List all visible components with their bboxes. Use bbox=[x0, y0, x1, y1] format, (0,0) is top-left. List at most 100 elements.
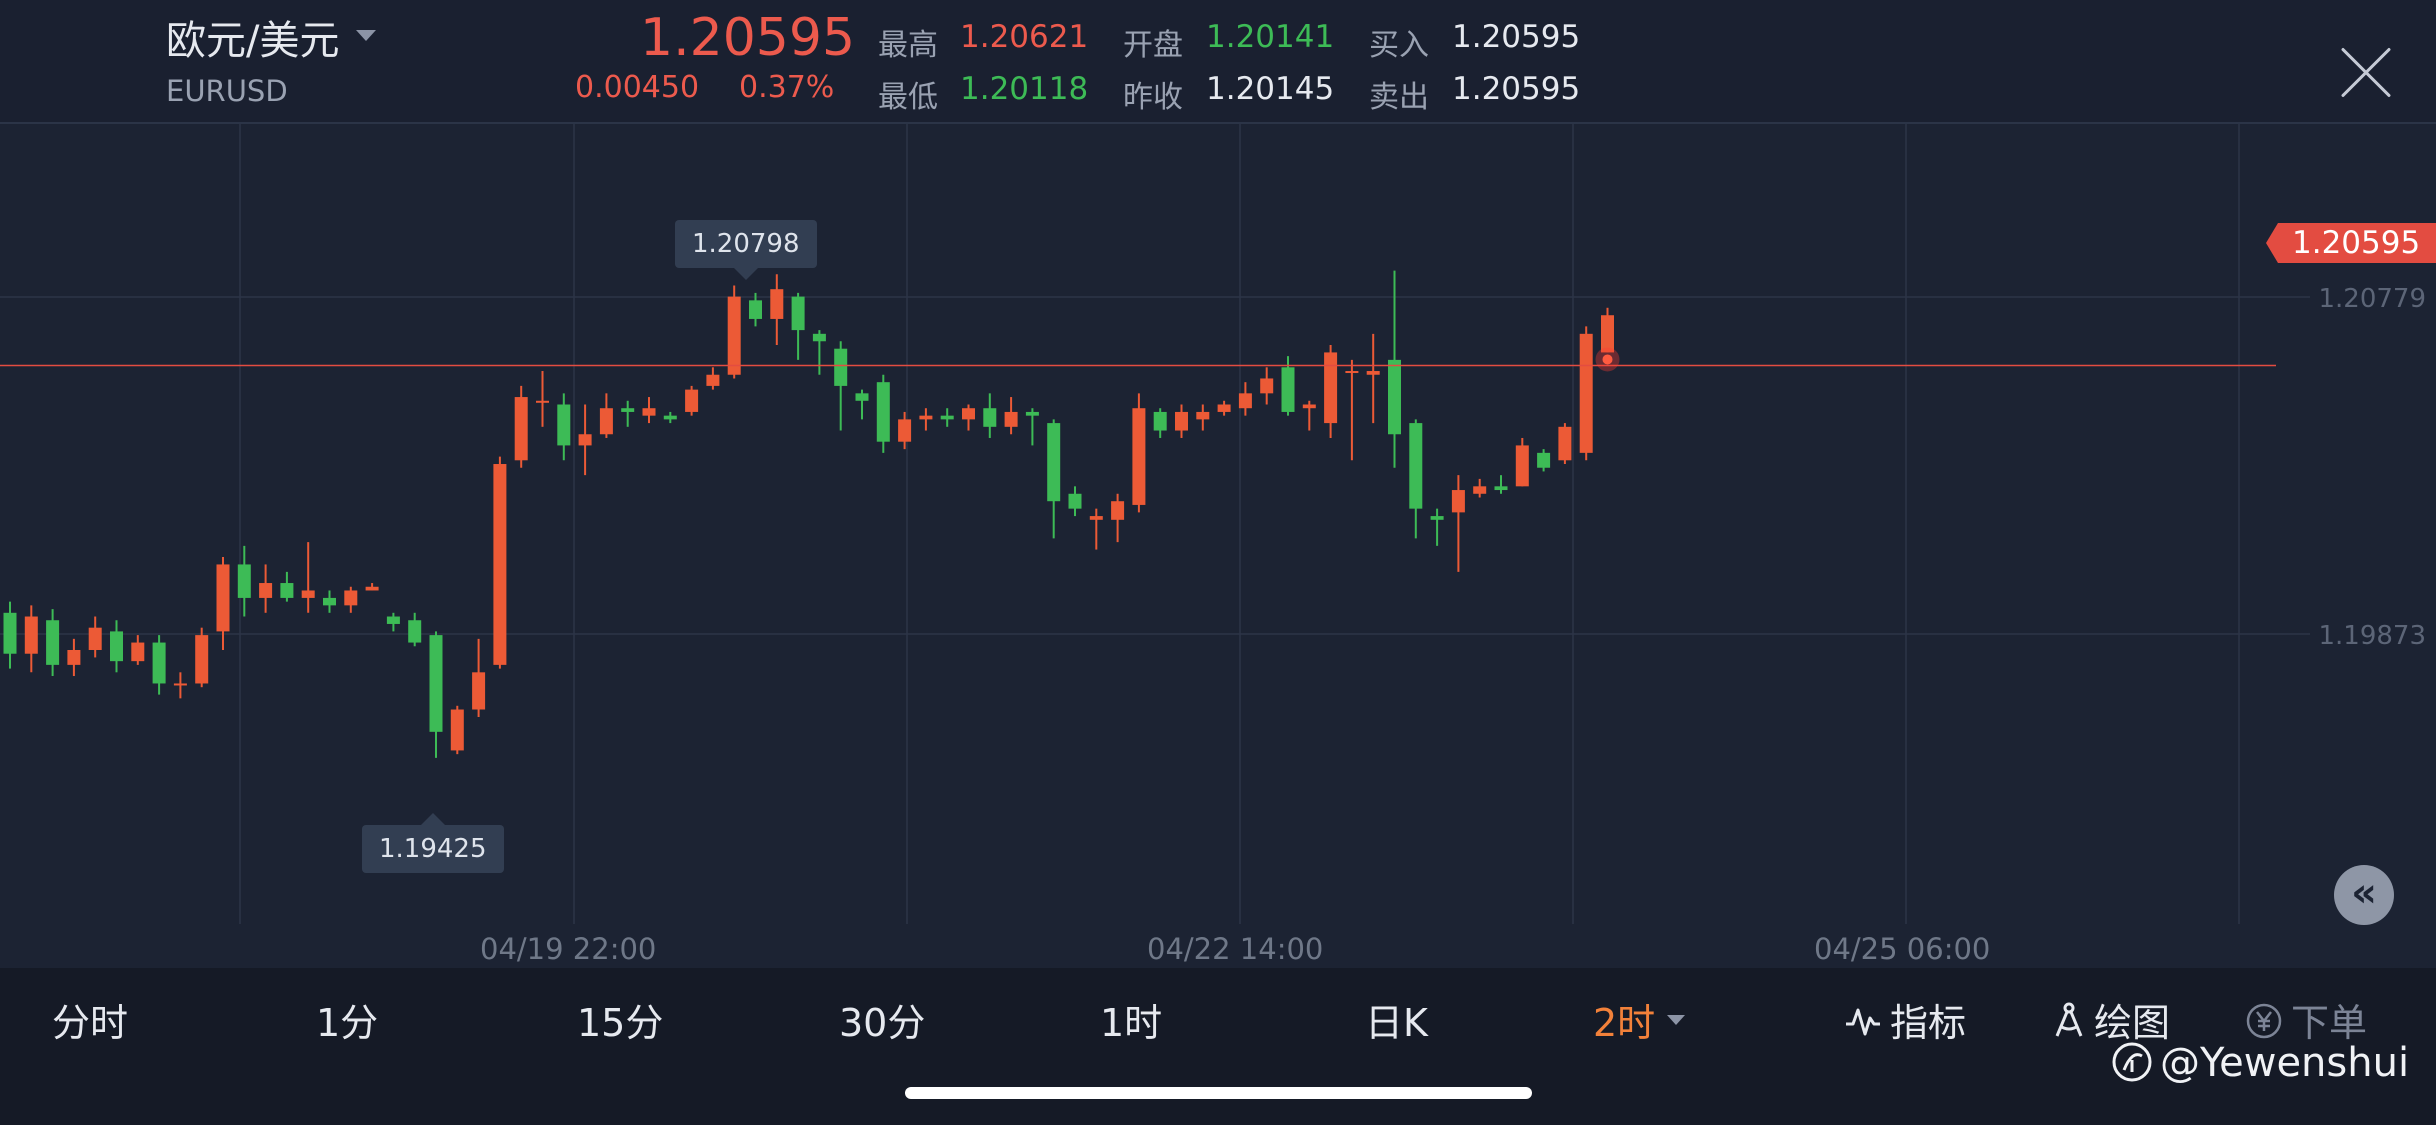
interval-dropdown-icon[interactable] bbox=[1667, 1015, 1685, 1025]
draw-button[interactable]: 绘图 bbox=[2052, 992, 2170, 1047]
candle-body bbox=[1068, 493, 1082, 509]
price-axis-label: 1.20779 bbox=[2318, 284, 2426, 314]
quote-value-prev-close: 1.20145 bbox=[1206, 71, 1335, 107]
order-label: 下单 bbox=[2291, 1001, 2368, 1045]
low-price-callout: 1.19425 bbox=[362, 813, 504, 873]
candle-body bbox=[1345, 371, 1359, 374]
candle-body bbox=[46, 620, 60, 665]
last-price-dot bbox=[1602, 354, 1613, 365]
candle-body bbox=[834, 348, 848, 386]
symbol-dropdown-icon[interactable] bbox=[356, 30, 376, 41]
candle-body bbox=[514, 397, 528, 461]
quote-value-bid: 1.20595 bbox=[1452, 19, 1581, 55]
candle-body bbox=[1217, 404, 1231, 412]
candle-body bbox=[1324, 352, 1338, 424]
candle-body bbox=[1260, 378, 1274, 394]
candle-body bbox=[3, 612, 17, 654]
candle-body bbox=[1025, 411, 1039, 416]
candle-body bbox=[386, 616, 400, 624]
tab-15min[interactable]: 15分 bbox=[577, 1001, 664, 1045]
candle-body bbox=[88, 627, 102, 650]
candle-body bbox=[1494, 486, 1508, 491]
home-indicator bbox=[905, 1087, 1532, 1099]
symbol-name[interactable]: 欧元/美元 bbox=[166, 18, 340, 64]
price-change-percent: 0.37% bbox=[739, 70, 835, 105]
candle-body bbox=[280, 583, 294, 598]
candle-body bbox=[301, 590, 315, 598]
candle-body bbox=[173, 683, 187, 686]
candle-body bbox=[1132, 408, 1146, 505]
candle-body bbox=[812, 333, 826, 342]
high-price-callout: 1.20798 bbox=[675, 220, 817, 280]
tab-1hour[interactable]: 1时 bbox=[1100, 1001, 1163, 1045]
candle-body bbox=[259, 583, 273, 598]
candle-body bbox=[983, 408, 997, 427]
time-axis-label: 04/25 06:00 bbox=[1814, 932, 1991, 966]
candle-body bbox=[237, 564, 251, 598]
candle-body bbox=[578, 434, 592, 446]
candle-body bbox=[24, 616, 38, 654]
symbol-code: EURUSD bbox=[166, 74, 288, 108]
indicator-label: 指标 bbox=[1890, 1001, 1967, 1045]
candle-body bbox=[1558, 426, 1572, 461]
candle-body bbox=[1366, 371, 1380, 375]
candle-body bbox=[685, 389, 699, 412]
quote-label-ask: 卖出 bbox=[1369, 80, 1429, 115]
tab-tick[interactable]: 分时 bbox=[52, 1001, 129, 1045]
close-icon[interactable] bbox=[2336, 42, 2396, 102]
candle-body bbox=[599, 408, 613, 435]
candle-body bbox=[557, 404, 571, 446]
candle-body bbox=[706, 374, 720, 386]
price-axis-label: 1.19873 bbox=[2318, 621, 2426, 651]
candle-body bbox=[408, 620, 422, 643]
candle-body bbox=[770, 289, 784, 319]
candle-body bbox=[642, 408, 656, 416]
candle-body bbox=[855, 393, 869, 401]
candlestick-chart[interactable]: 1.20779 1.19873 bbox=[0, 124, 2436, 924]
candle-body bbox=[791, 296, 805, 331]
candle-body bbox=[1047, 423, 1061, 502]
candle-body bbox=[1473, 486, 1487, 494]
current-price-tag: 1.20595 bbox=[2266, 223, 2436, 263]
tab-1min[interactable]: 1分 bbox=[316, 1001, 379, 1045]
candle-body bbox=[472, 672, 486, 710]
candle-body bbox=[1111, 501, 1125, 520]
quote-label-open: 开盘 bbox=[1123, 28, 1183, 63]
candle-body bbox=[1238, 393, 1252, 409]
time-axis-label: 04/22 14:00 bbox=[1147, 932, 1324, 966]
candle-body bbox=[536, 400, 549, 403]
tab-30min[interactable]: 30分 bbox=[839, 1001, 926, 1045]
quote-value-low: 1.20118 bbox=[960, 71, 1089, 107]
candle-body bbox=[110, 631, 123, 662]
collapse-icon[interactable]: « bbox=[2334, 865, 2394, 925]
order-button[interactable]: 下单 bbox=[2245, 992, 2367, 1047]
candle-body bbox=[1089, 516, 1103, 520]
candle-body bbox=[450, 709, 464, 751]
candle-body bbox=[1579, 333, 1593, 453]
quote-label-low: 最低 bbox=[878, 80, 938, 115]
candle-body bbox=[876, 382, 890, 442]
candle-body bbox=[621, 408, 635, 412]
indicator-button[interactable]: 指标 bbox=[1844, 992, 1966, 1047]
draw-label: 绘图 bbox=[2094, 1001, 2171, 1045]
candle-body bbox=[195, 635, 209, 684]
tab-2hour[interactable]: 2时 bbox=[1593, 1001, 1656, 1045]
quote-label-prev-close: 昨收 bbox=[1123, 80, 1183, 115]
candle-body bbox=[1537, 452, 1551, 468]
quote-header: 欧元/美元 EURUSD 1.20595 0.00450 0.37% 最高 1.… bbox=[0, 0, 2436, 124]
candle-body bbox=[1388, 359, 1401, 435]
tab-daily[interactable]: 日K bbox=[1365, 1001, 1428, 1045]
candle-body bbox=[1004, 411, 1018, 427]
candle-body bbox=[131, 642, 145, 662]
quote-value-ask: 1.20595 bbox=[1452, 71, 1581, 107]
time-axis-label: 04/19 22:00 bbox=[480, 932, 657, 966]
candle-body bbox=[727, 296, 741, 375]
candle-body bbox=[152, 642, 166, 684]
candle-body bbox=[1196, 411, 1210, 420]
candle-body bbox=[1601, 315, 1614, 353]
weibo-logo-icon bbox=[2112, 1042, 2152, 1082]
candle-body bbox=[365, 586, 379, 591]
candle-body bbox=[1302, 404, 1316, 409]
candle-body bbox=[898, 419, 912, 442]
quote-label-bid: 买入 bbox=[1369, 28, 1429, 63]
